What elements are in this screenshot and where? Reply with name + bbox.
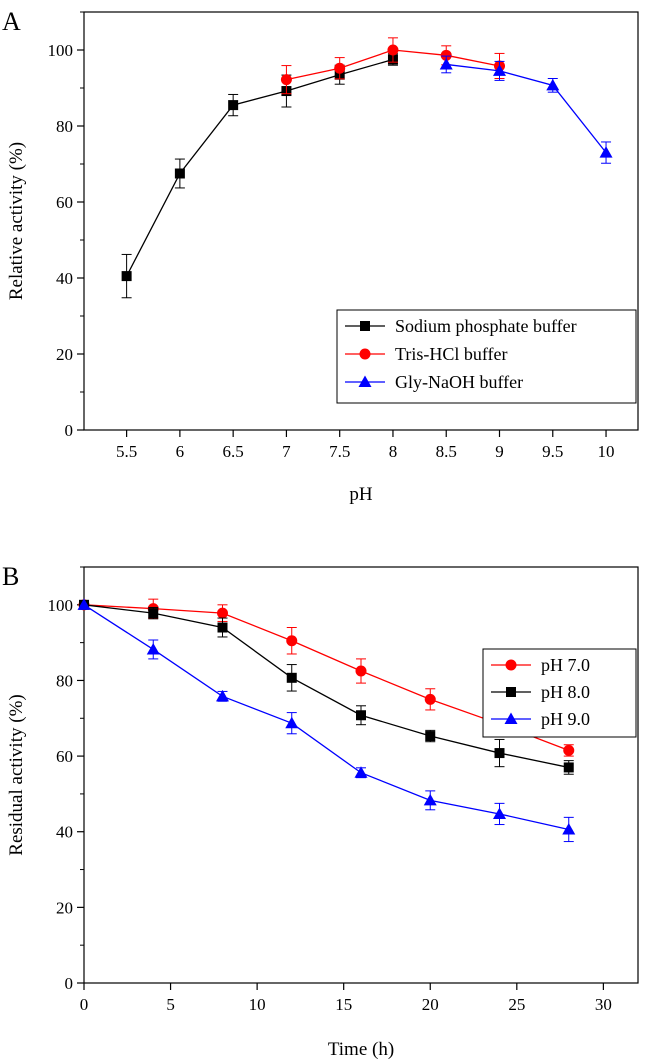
panel-b-y-tick-label: 100 [48, 596, 74, 615]
panel-b-data-point [355, 665, 367, 677]
panel-a-series-1 [121, 53, 398, 299]
panel-a-data-point [174, 168, 185, 179]
panel-a-series-2 [280, 37, 505, 95]
panel-b-x-tick-label: 30 [595, 995, 612, 1014]
panel-a-y-tick-label: 0 [65, 421, 74, 440]
panel-b-x-tick-label: 0 [80, 995, 89, 1014]
panel-b-y-tick-label: 20 [56, 898, 73, 917]
panel-a-legend-marker [358, 375, 372, 387]
panel-a-x-tick-label: 5.5 [116, 442, 137, 461]
panel-a-x-tick-label: 7.5 [329, 442, 350, 461]
panel-a-x-tick-label: 8 [389, 442, 398, 461]
panel-a-data-point [121, 271, 132, 282]
panel-b-data-point [493, 807, 506, 819]
panel-b-y-axis-title: Residual activity (%) [6, 694, 27, 855]
panel-b-y-tick-label: 60 [56, 747, 73, 766]
panel-a-chart: A5.5 6 6.5 7 7.5 8 8.5 9 9.5 10020406080100pHRela… [2, 7, 639, 505]
panel-b-data-point [425, 731, 436, 742]
panel-a-legend-marker [359, 348, 371, 360]
panel-b-data-point [563, 762, 574, 773]
panel-b-legend-label: pH 9.0 [541, 709, 590, 729]
panel-b-x-tick-label: 5 [166, 995, 175, 1014]
panel-b-x-tick-label: 20 [422, 995, 439, 1014]
panel-a-y-tick-label: 80 [56, 117, 73, 136]
panel-b-data-point [494, 748, 505, 759]
panel-b-data-point [563, 744, 575, 756]
panel-a-series-3 [439, 55, 613, 164]
panel-b-data-point [424, 693, 436, 705]
panel-a-x-tick-label: 6.5 [223, 442, 244, 461]
panel-a-x-tick-label: 6 [176, 442, 185, 461]
panel-a-data-point [440, 49, 452, 61]
panel-b-data-point [285, 716, 299, 729]
panel-a-x-tick-label: 7 [282, 442, 291, 461]
panel-a-y-axis-title: Relative activity (%) [6, 142, 27, 300]
panel-a-letter: A [2, 7, 21, 36]
panel-b-data-point [146, 642, 160, 655]
panel-a-legend-label: Tris-HCl buffer [395, 344, 508, 364]
panel-b-data-point [216, 689, 229, 702]
panel-b-data-point [77, 598, 91, 610]
panel-a-x-tick-label: 9.5 [542, 442, 563, 461]
panel-b-legend-label: pH 7.0 [541, 655, 590, 675]
panel-b-y-tick-label: 80 [56, 671, 73, 690]
panel-a-x-tick-label: 9 [495, 442, 504, 461]
panel-b-data-point [217, 607, 228, 619]
panel-b-data-point [356, 710, 366, 721]
panel-b-data-point [562, 822, 576, 835]
panel-a-data-point [493, 64, 506, 76]
panel-b-plot-frame [83, 566, 639, 984]
panel-a-data-point [334, 62, 346, 74]
panel-a-plot-frame [83, 11, 639, 431]
panel-b-legend-marker [504, 712, 518, 724]
panel-b-data-point [354, 766, 368, 778]
panel-a-legend: Sodium phosphate buffer Tris-HCl buffer Gl… [336, 309, 637, 404]
panel-b-series-line [83, 604, 569, 831]
panel-b-legend-marker [506, 687, 516, 697]
panel-b-data-point [148, 608, 159, 619]
panel-a-data-point [387, 44, 399, 56]
panel-a-data-point [546, 78, 560, 91]
panel-a-legend-marker [360, 321, 370, 331]
panel-b-x-axis-title: Time (h) [328, 1039, 394, 1060]
panel-a-x-axis-title: pH [349, 484, 373, 505]
panel-b-legend-label: pH 8.0 [541, 682, 590, 702]
panel-b-y-tick-label: 40 [56, 823, 73, 842]
panel-a-legend-frame [336, 309, 637, 404]
panel-a-y-tick-label: 40 [56, 269, 73, 288]
panel-b-legend-marker [505, 659, 517, 671]
panel-b-chart: B 0 5 10 15 20 25 30 0 20 40 60 80 100 Time (h) Residua… [2, 562, 639, 1060]
panel-a-y-tick-label: 60 [56, 193, 73, 212]
panel-b-y-tick-label: 0 [65, 974, 74, 993]
panel-b-data-point [286, 635, 298, 647]
panel-b-legend: pH 7.0 pH 8.0 pH 9.0 [482, 648, 637, 738]
panel-b-data-point [217, 622, 228, 633]
panel-a-x-tick-label: 10 [598, 442, 615, 461]
panel-a-x-tick-label: 8.5 [436, 442, 457, 461]
panel-b-series-3 [77, 598, 576, 843]
panel-a-legend-label: Gly-NaOH buffer [395, 372, 523, 392]
panel-a-y-tick-label: 100 [48, 41, 74, 60]
panel-a-legend-label: Sodium phosphate buffer [395, 316, 577, 336]
panel-b-x-tick-label: 15 [335, 995, 352, 1014]
panel-a-series-line [126, 58, 394, 277]
panel-a-data-point [439, 57, 453, 70]
panel-a-y-tick-label: 20 [56, 345, 73, 364]
panel-b-x-tick-label: 10 [249, 995, 266, 1014]
panel-b-x-tick-label: 25 [508, 995, 525, 1014]
panel-a-series-line [446, 63, 607, 154]
panel-a-data-point [599, 146, 613, 158]
panel-b-series-line [83, 604, 569, 769]
panel-a-data-point [228, 100, 239, 111]
panel-b-letter: B [2, 562, 19, 591]
panel-b-data-point [423, 793, 437, 806]
panel-a-data-point [280, 74, 292, 86]
panel-b-data-point [286, 672, 297, 683]
